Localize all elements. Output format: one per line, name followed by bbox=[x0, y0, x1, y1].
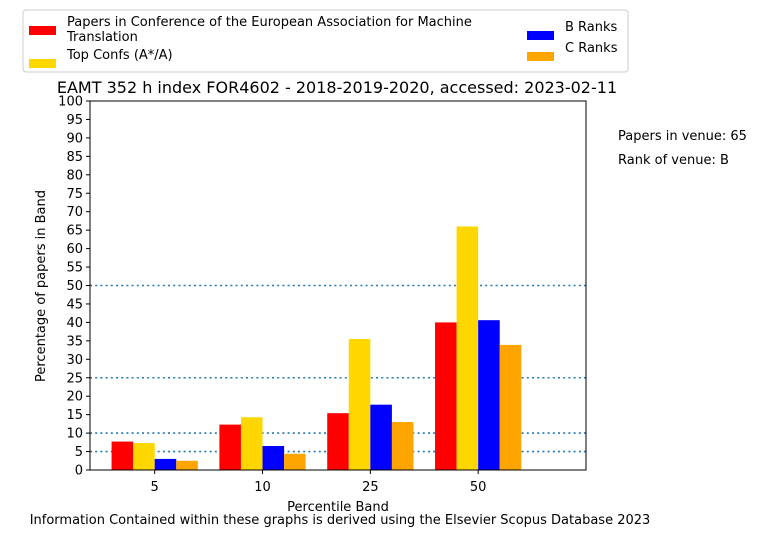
bar-series1-10 bbox=[219, 424, 241, 470]
bar-series2-5 bbox=[133, 443, 155, 470]
bar-series4-50 bbox=[499, 344, 522, 470]
x-tick-label: 25 bbox=[362, 480, 379, 495]
bar-series1-5 bbox=[111, 441, 134, 470]
y-tick-label: 65 bbox=[66, 224, 83, 239]
y-axis-label: Percentage of papers in Band bbox=[34, 190, 49, 382]
papers-in-venue-note: Papers in venue: 65 bbox=[618, 129, 747, 144]
y-tick-label: 45 bbox=[66, 297, 83, 312]
y-tick-label: 55 bbox=[66, 261, 83, 276]
bar-series3-50 bbox=[478, 320, 500, 470]
y-tick-label: 10 bbox=[66, 427, 83, 442]
y-tick-label: 15 bbox=[66, 408, 83, 423]
bar-series3-5 bbox=[154, 458, 177, 470]
x-axis-label: Percentile Band bbox=[287, 500, 389, 515]
legend-label-series1: Papers in Conference of the European Ass… bbox=[67, 15, 472, 30]
bar-series2-50 bbox=[456, 226, 479, 470]
legend-label-series1: Translation bbox=[66, 30, 138, 45]
plot-area: 0 5 10 15 20 25 30 35 40 45 50 55 60 65 70 75 80 85 90 95 10… bbox=[58, 95, 587, 495]
y-tick-label: 95 bbox=[66, 113, 83, 128]
legend-swatch-series2 bbox=[29, 59, 56, 68]
rank-of-venue-note: Rank of venue: B bbox=[618, 153, 729, 168]
bar-series2-10 bbox=[240, 417, 263, 470]
y-tick-label: 20 bbox=[66, 390, 83, 405]
y-tick-label: 40 bbox=[66, 316, 83, 331]
legend-swatch-series1 bbox=[29, 26, 56, 35]
footer-source-note: Information Contained within these graph… bbox=[30, 513, 651, 528]
bar-series1-50 bbox=[435, 322, 457, 470]
bar-series3-25 bbox=[370, 404, 392, 470]
y-tick-label: 70 bbox=[66, 205, 83, 220]
legend-label-series4: C Ranks bbox=[565, 41, 618, 56]
chart-title: EAMT 352 h index FOR4602 - 2018-2019-202… bbox=[57, 78, 617, 97]
y-tick-label: 85 bbox=[66, 150, 83, 165]
y-tick-label: 75 bbox=[66, 187, 83, 202]
legend-label-series2: Top Confs (A*/A) bbox=[66, 48, 173, 63]
bar-series3-10 bbox=[262, 446, 285, 470]
y-tick-label: 5 bbox=[75, 445, 83, 460]
x-tick-label: 10 bbox=[254, 480, 271, 495]
legend-swatch-series3 bbox=[527, 31, 554, 40]
y-tick-label: 35 bbox=[66, 334, 83, 349]
bar-series4-10 bbox=[284, 453, 306, 470]
y-tick-label: 50 bbox=[66, 279, 83, 294]
y-tick-label: 80 bbox=[66, 168, 83, 183]
legend-label-series3: B Ranks bbox=[565, 20, 618, 35]
y-tick-label: 25 bbox=[66, 371, 83, 386]
bar-series4-25 bbox=[391, 422, 414, 470]
y-tick-label: 100 bbox=[58, 95, 83, 110]
y-tick-label: 30 bbox=[66, 353, 83, 368]
bar-series2-25 bbox=[348, 339, 371, 470]
x-tick-label: 50 bbox=[470, 480, 487, 495]
y-tick-label: 60 bbox=[66, 242, 83, 257]
bar-series4-5 bbox=[176, 460, 198, 470]
legend: Papers in Conference of the European Ass… bbox=[22, 9, 629, 73]
y-tick-label: 90 bbox=[66, 131, 83, 146]
y-tick-label: 0 bbox=[75, 464, 83, 479]
legend-swatch-series4 bbox=[527, 52, 554, 61]
legend-frame bbox=[22, 9, 629, 73]
bar-series1-25 bbox=[327, 413, 349, 470]
x-tick-label: 5 bbox=[151, 480, 159, 495]
